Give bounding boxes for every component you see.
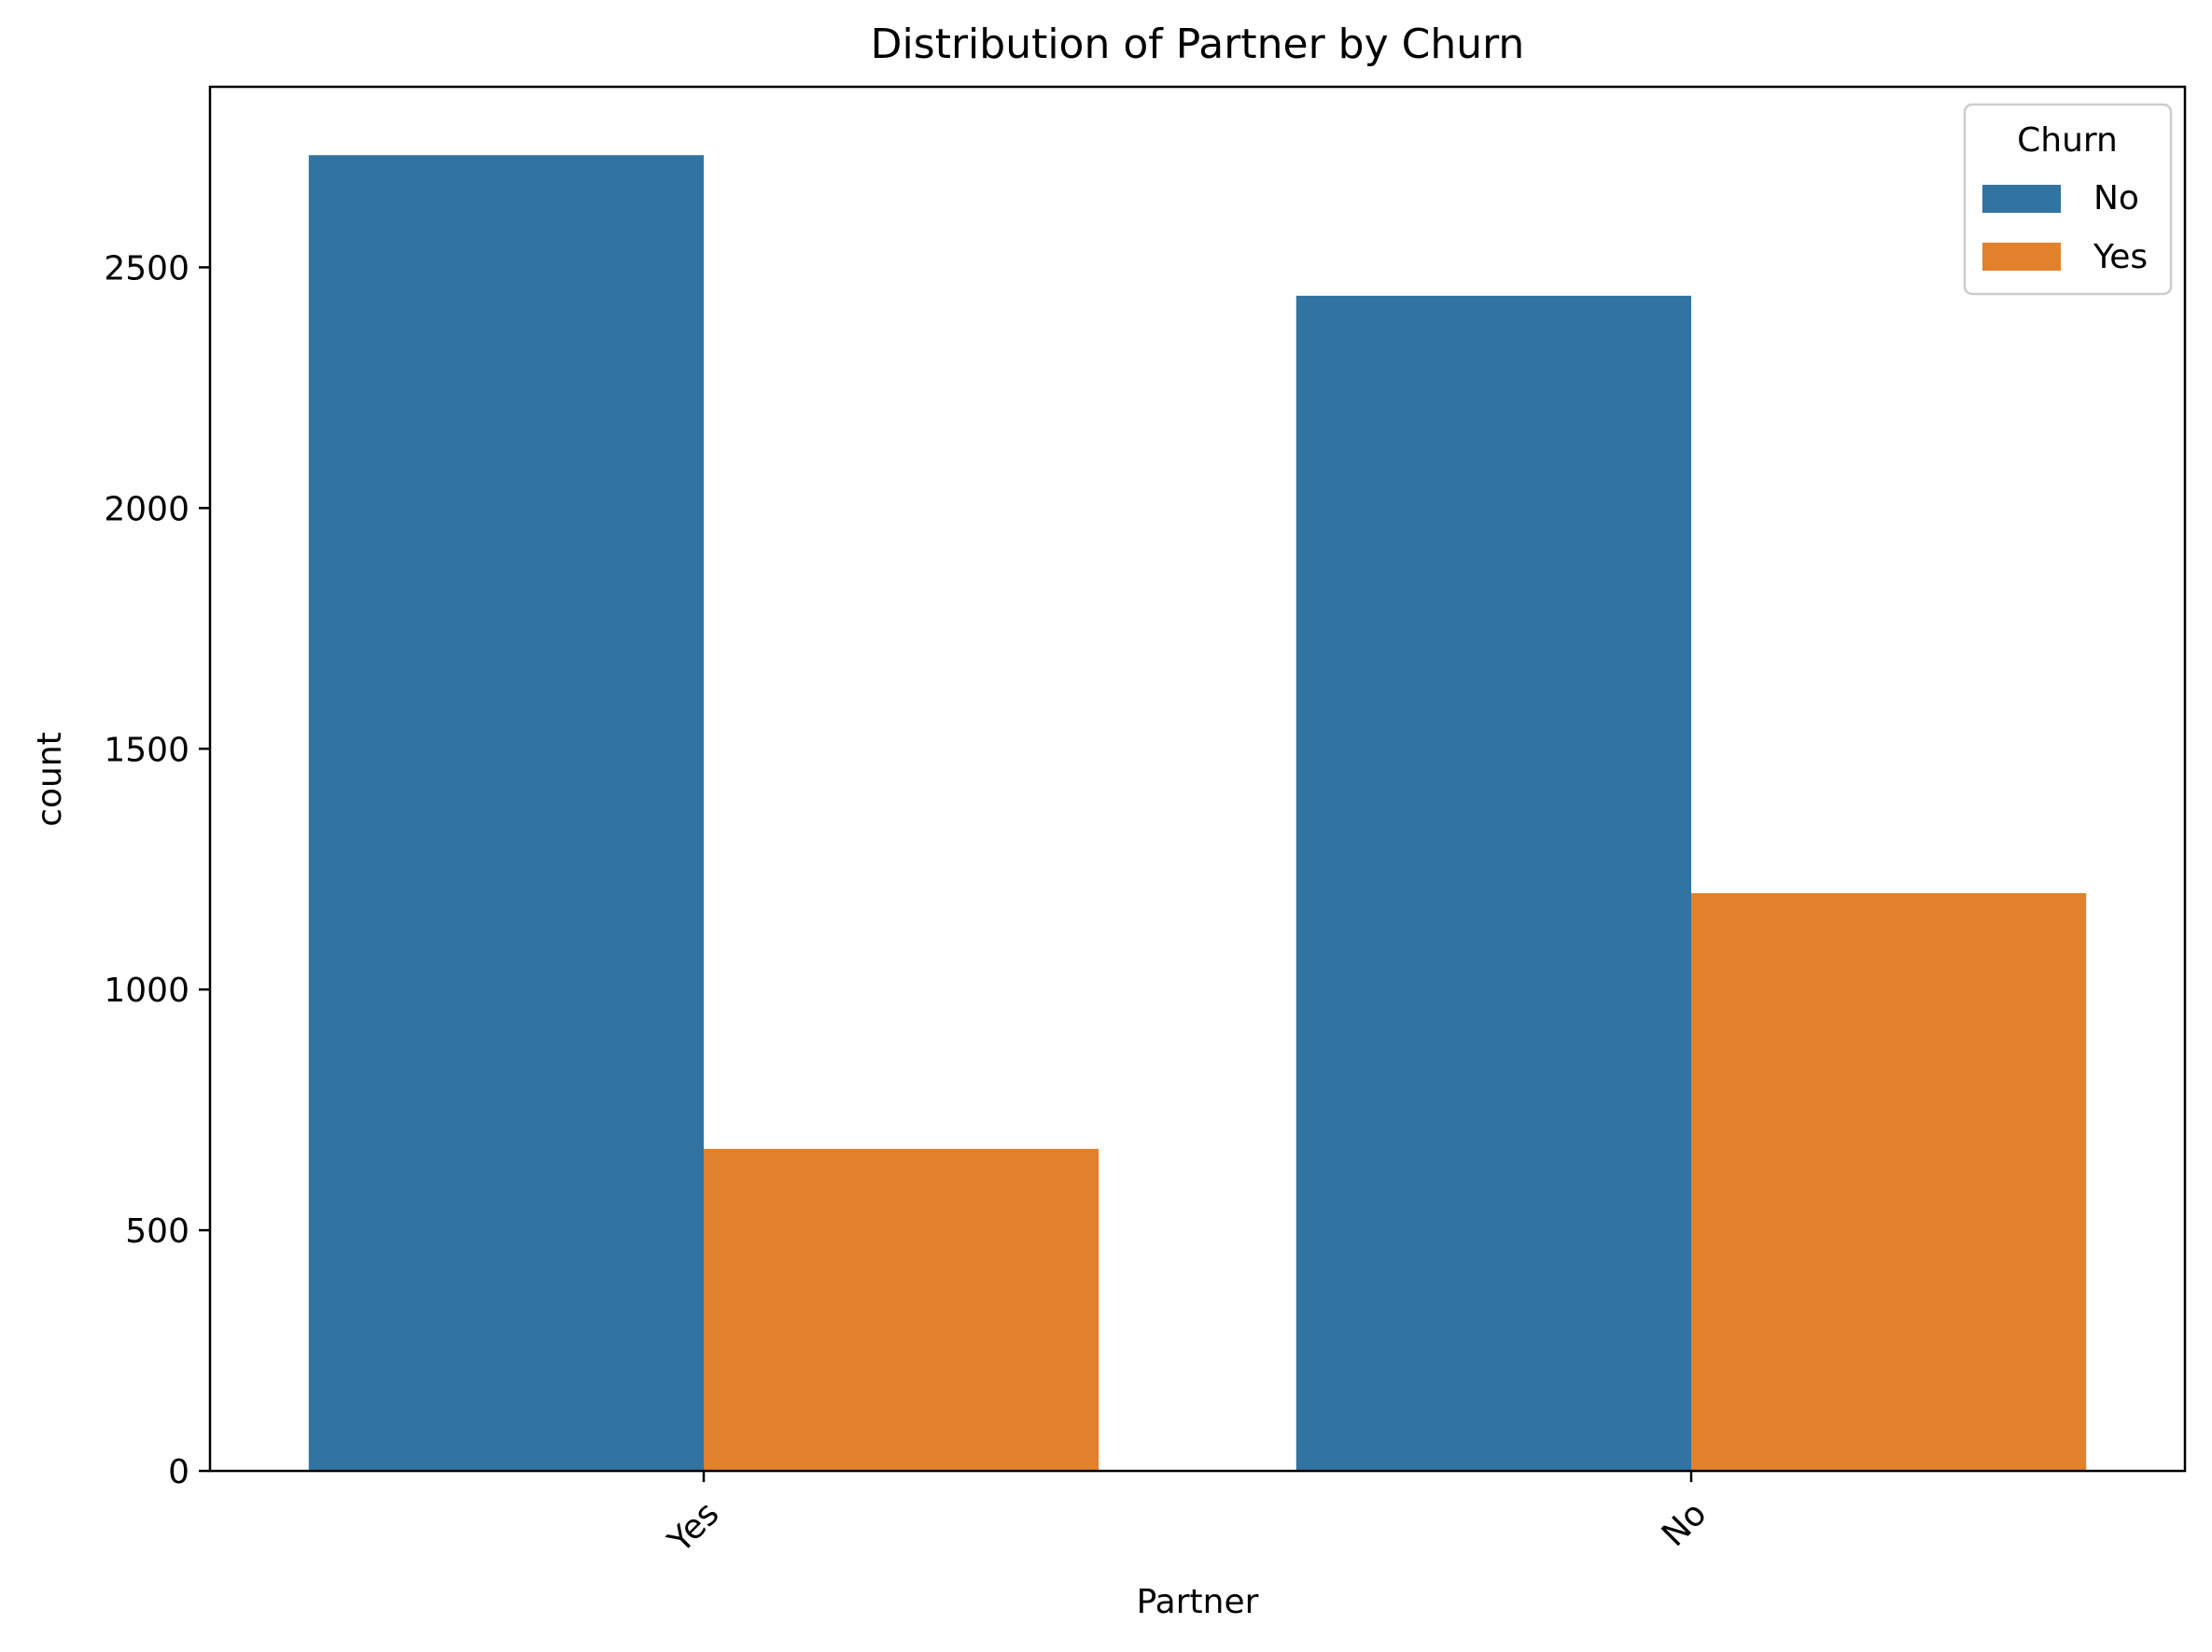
y-tick-label: 0: [168, 1453, 189, 1491]
legend-title: Churn: [2017, 121, 2118, 160]
plot-frame: [208, 85, 2187, 1473]
legend: Churn No Yes: [1963, 103, 2173, 296]
bar-no-no: [1295, 295, 1691, 1471]
y-tick-label: 1000: [104, 972, 189, 1010]
legend-label-yes: Yes: [2093, 238, 2148, 276]
y-tick-label: 2000: [104, 490, 189, 528]
legend-swatch-no: [1982, 185, 2061, 213]
bar-no-yes: [1691, 893, 2087, 1471]
chart-title: Distribution of Partner by Churn: [871, 21, 1525, 68]
y-tick-label: 500: [125, 1212, 189, 1251]
bars-layer: [308, 155, 2087, 1471]
y-axis-label: count: [31, 732, 69, 827]
legend-label-no: No: [2093, 179, 2139, 217]
y-tick-label: 1500: [104, 731, 189, 769]
x-axis-label: Partner: [1137, 1583, 1259, 1621]
bar-yes-yes: [704, 1148, 1099, 1471]
y-tick-label: 2500: [104, 249, 189, 287]
bar-yes-no: [308, 155, 704, 1471]
legend-swatch-yes: [1982, 243, 2061, 271]
y-axis: 0 500 1000 1500 2000 2500: [104, 249, 210, 1491]
